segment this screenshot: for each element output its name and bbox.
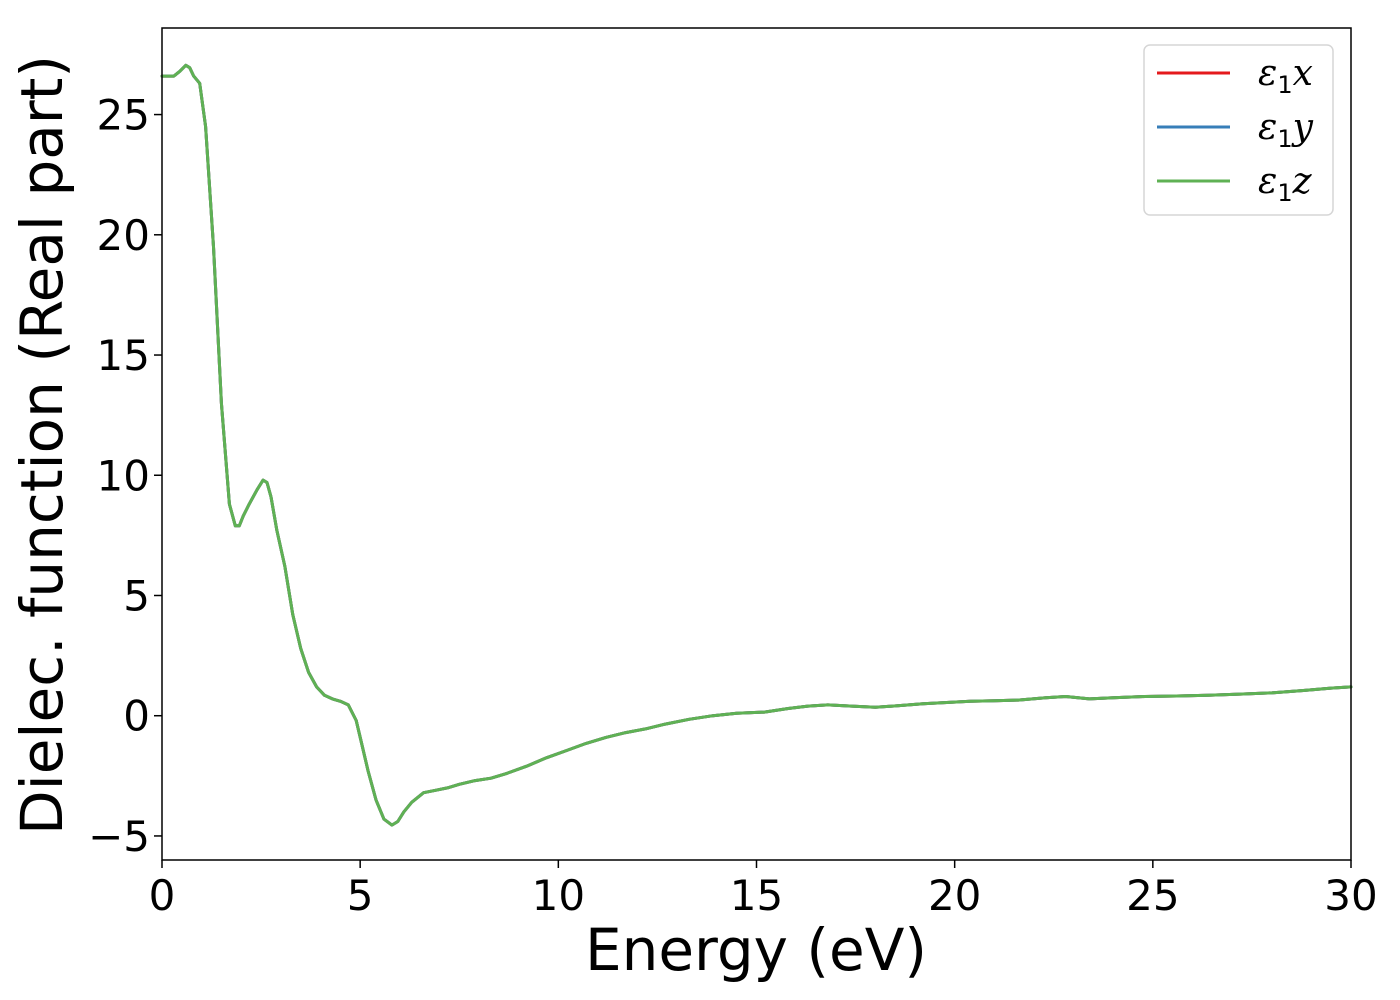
x-tick-label: 10 [532, 871, 585, 920]
y-tick-label: 15 [97, 331, 150, 380]
y-tick-label: 10 [97, 451, 150, 500]
y-tick-label: −5 [88, 812, 150, 861]
legend-label-z: ε1z [1258, 161, 1313, 207]
y-tick-label: 0 [123, 692, 150, 741]
legend: ε1x ε1y ε1z [1143, 44, 1334, 216]
series-layer [160, 63, 1353, 827]
x-tick-label: 20 [928, 871, 981, 920]
x-axis-title: Energy (eV) [585, 916, 927, 984]
x-tick-label: 0 [149, 871, 176, 920]
legend-label-y: ε1y [1258, 107, 1314, 153]
y-tick-label: 5 [123, 571, 150, 620]
y-tick-label: 25 [97, 91, 150, 140]
x-tick-label: 15 [730, 871, 783, 920]
axes-layer: 0 5 10 15 20 25 30 −5 0 5 10 15 20 25 [88, 27, 1378, 920]
legend-label-x: ε1x [1258, 53, 1313, 99]
y-tick-label: 20 [97, 211, 150, 260]
series-line-z [160, 63, 1353, 827]
y-axis-title: Dielec. function (Real part) [8, 55, 76, 835]
x-tick-label: 25 [1126, 871, 1179, 920]
legend-box [1143, 44, 1334, 216]
x-tick-label: 5 [347, 871, 374, 920]
x-tick-label: 30 [1324, 871, 1377, 920]
